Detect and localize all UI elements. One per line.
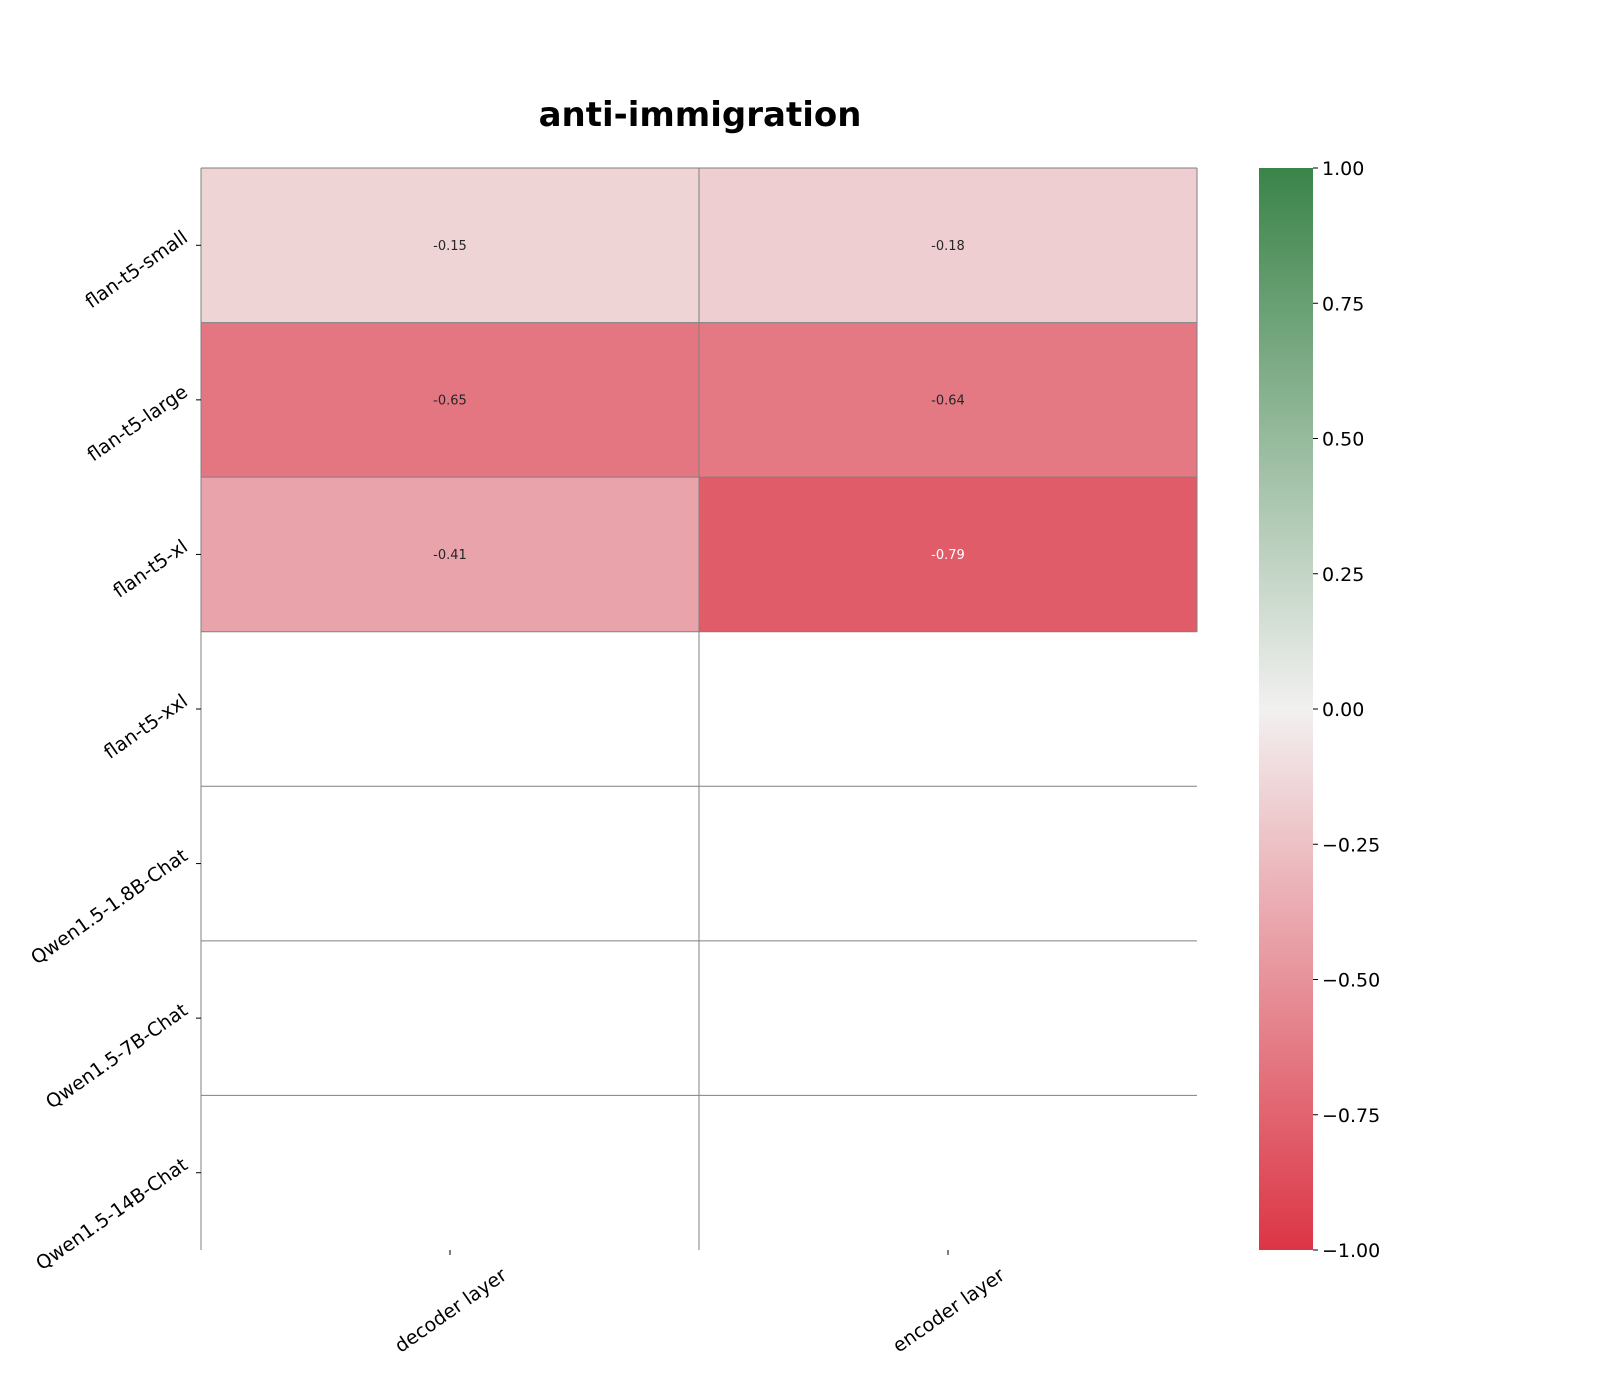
heatmap-grid (200, 167, 1198, 1250)
heatmap-cell (201, 322, 699, 478)
colorbar-tick-label: −1.00 (1322, 1240, 1380, 1262)
colorbar-tick-label: 1.00 (1322, 158, 1364, 180)
colorbar-tick-label: 0.25 (1322, 564, 1364, 586)
heatmap-cell (201, 168, 699, 323)
y-tick-label: flan-t5-large (83, 381, 192, 466)
cell-value-label: -0.18 (931, 239, 965, 254)
heatmap-cell (201, 477, 699, 632)
colorbar-tick-label: −0.50 (1322, 970, 1380, 992)
heatmap-cells: -0.15 -0.18 -0.65 -0.64 -0.41 -0.79 (201, 168, 1197, 632)
y-tick-label: flan-t5-small (81, 226, 192, 313)
heatmap-cell (699, 477, 1197, 632)
chart-title: anti-immigration (539, 95, 862, 135)
colorbar-tick-label: 0.50 (1322, 429, 1364, 451)
colorbar-tick-label: −0.25 (1322, 834, 1380, 856)
x-axis: decoder layer encoder layer (391, 1250, 1009, 1357)
y-tick-label: flan-t5-xxl (100, 690, 192, 763)
x-tick-label: encoder layer (889, 1264, 1009, 1357)
y-tick-label: flan-t5-xl (109, 536, 192, 603)
cell-value-label: -0.15 (433, 239, 467, 254)
colorbar-tick-label: 0.75 (1322, 293, 1364, 315)
colorbar-tick-label: −0.75 (1322, 1105, 1380, 1127)
colorbar-gradient (1259, 168, 1313, 1250)
cell-value-label: -0.41 (433, 548, 467, 563)
cell-value-label: -0.79 (931, 548, 965, 563)
colorbar-tick-label: 0.00 (1322, 699, 1364, 721)
heatmap-cell (699, 168, 1197, 323)
y-tick-label: Qwen1.5-7B-Chat (42, 999, 192, 1113)
y-tick-label: Qwen1.5-1.8B-Chat (27, 845, 192, 970)
y-tick-label: Qwen1.5-14B-Chat (32, 1154, 192, 1275)
cell-value-label: -0.65 (433, 393, 467, 408)
cell-value-label: -0.64 (931, 393, 965, 408)
x-tick-label: decoder layer (391, 1264, 511, 1357)
colorbar: 1.00 0.75 0.50 0.25 0.00 −0.25 −0.50 −0.75 −1.00 (1259, 158, 1380, 1262)
y-axis: flan-t5-small flan-t5-large flan-t5-xl flan… (27, 226, 201, 1275)
heatmap-cell (699, 322, 1197, 478)
